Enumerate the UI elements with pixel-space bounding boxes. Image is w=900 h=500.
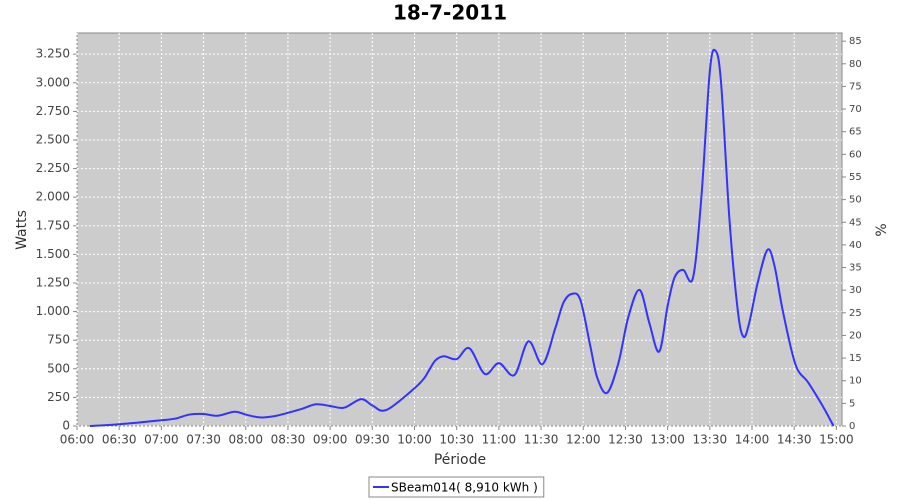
y2-tick-label: 70 bbox=[849, 104, 862, 115]
y-tick-label: 1.750 bbox=[36, 218, 70, 232]
x-tick-label: 10:00 bbox=[397, 433, 432, 447]
x-tick-label: 15:00 bbox=[819, 433, 854, 447]
legend: SBeam014( 8,910 kWh ) bbox=[368, 476, 545, 498]
y-tick-label: 3.000 bbox=[36, 75, 70, 89]
y2-tick-label: 50 bbox=[849, 195, 862, 206]
y-tick-label: 2.500 bbox=[36, 132, 70, 146]
y2-tick-label: 45 bbox=[849, 217, 862, 228]
y2-tick-label: 80 bbox=[849, 59, 862, 70]
y-tick-label: 2.250 bbox=[36, 161, 70, 175]
y2-tick-label: 35 bbox=[849, 263, 862, 274]
x-tick-label: 08:30 bbox=[271, 433, 306, 447]
x-tick-label: 07:00 bbox=[144, 433, 179, 447]
y2-tick-label: 10 bbox=[849, 376, 862, 387]
chart-title: 18-7-2011 bbox=[393, 1, 507, 25]
x-tick-label: 10:30 bbox=[439, 433, 474, 447]
legend-box bbox=[368, 476, 545, 498]
x-tick-label: 11:00 bbox=[482, 433, 517, 447]
y2-tick-label: 20 bbox=[849, 330, 862, 341]
y-axis-label: Watts bbox=[14, 210, 30, 250]
y-tick-label: 1.250 bbox=[36, 275, 70, 289]
x-tick-label: 06:00 bbox=[60, 433, 95, 447]
x-tick-label: 09:30 bbox=[355, 433, 390, 447]
x-tick-label: 11:30 bbox=[524, 433, 559, 447]
series-line bbox=[89, 48, 835, 427]
y2-tick-label: 30 bbox=[849, 285, 862, 296]
y2-tick-label: 25 bbox=[849, 308, 862, 319]
plot-area bbox=[76, 32, 843, 427]
y2-tick-label: 5 bbox=[849, 398, 855, 409]
x-tick-label: 14:30 bbox=[777, 433, 812, 447]
x-tick-label: 13:00 bbox=[650, 433, 685, 447]
y2-tick-label: 15 bbox=[849, 353, 862, 364]
y-tick-label: 1.000 bbox=[36, 304, 70, 318]
x-axis-label: Période bbox=[434, 452, 486, 468]
x-tick-label: 06:30 bbox=[102, 433, 137, 447]
y2-tick-label: 0 bbox=[849, 421, 855, 432]
y2-tick-label: 55 bbox=[849, 172, 862, 183]
y-tick-label: 250 bbox=[47, 390, 70, 404]
legend-label: SBeam014( 8,910 kWh ) bbox=[391, 481, 538, 495]
x-tick-label: 14:00 bbox=[735, 433, 770, 447]
y2-tick-label: 60 bbox=[849, 149, 862, 160]
x-tick-label: 12:30 bbox=[608, 433, 643, 447]
y2-tick-label: 65 bbox=[849, 127, 862, 138]
x-tick-label: 07:30 bbox=[186, 433, 221, 447]
y-tick-label: 1.500 bbox=[36, 247, 70, 261]
y2-tick-label: 40 bbox=[849, 240, 862, 251]
y-tick-label: 750 bbox=[47, 333, 70, 347]
y2-tick-label: 85 bbox=[849, 36, 862, 47]
x-tick-label: 13:30 bbox=[693, 433, 728, 447]
x-tick-label: 08:00 bbox=[228, 433, 263, 447]
y2-tick-label: 75 bbox=[849, 81, 862, 92]
y-tick-label: 0 bbox=[62, 419, 70, 433]
y-tick-label: 2.750 bbox=[36, 104, 70, 118]
y-tick-label: 500 bbox=[47, 361, 70, 375]
y-tick-label: 3.250 bbox=[36, 47, 70, 61]
y-tick-label: 2.000 bbox=[36, 190, 70, 204]
x-tick-label: 12:00 bbox=[566, 433, 601, 447]
y2-axis-label: % bbox=[874, 223, 890, 236]
x-tick-label: 09:00 bbox=[313, 433, 348, 447]
